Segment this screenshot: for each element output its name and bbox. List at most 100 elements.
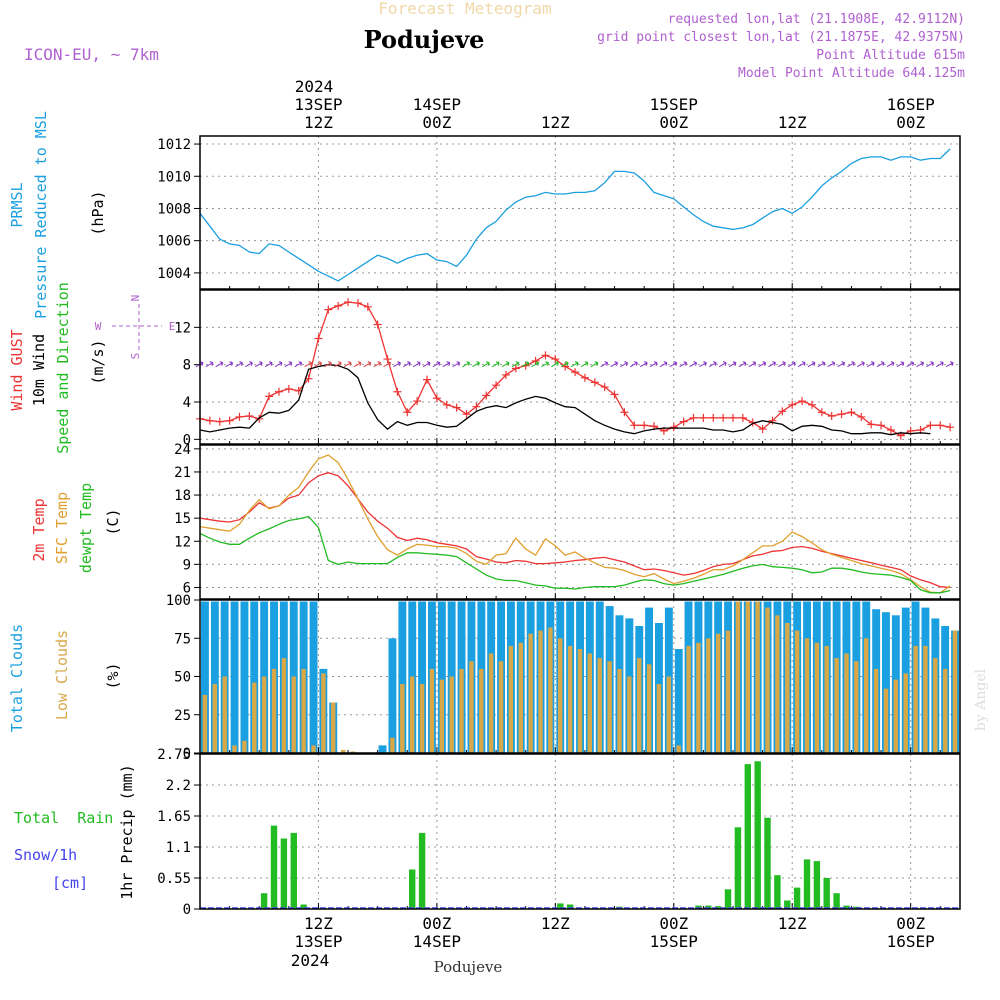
bar-low-clouds: [202, 694, 208, 753]
wind-direction-arrow-icon: [501, 361, 510, 368]
y-tick-label: 18: [174, 488, 191, 504]
bottom-year-label: 2024: [291, 951, 330, 970]
wind-direction-arrow-icon: [452, 361, 461, 368]
wind-direction-arrow-icon: [876, 361, 885, 368]
bar-low-clouds: [656, 684, 662, 753]
gust-point-marker: [857, 412, 866, 421]
bar-total-clouds: [437, 601, 446, 753]
bar-total-rain: [823, 878, 830, 909]
gust-point-marker: [235, 412, 244, 421]
bar-low-clouds: [794, 630, 800, 753]
bottom-time-label: 12Z: [304, 914, 333, 933]
bar-total-rain: [744, 764, 751, 909]
bar-low-clouds: [459, 668, 464, 753]
rain-label: Total Rain: [14, 809, 113, 827]
y-tick-label: 0: [183, 432, 191, 448]
gust-point-marker: [926, 421, 935, 430]
bar-low-clouds: [775, 615, 780, 753]
wind-direction-arrow-icon: [314, 361, 322, 368]
gust-point-marker: [719, 413, 728, 422]
y-tick-label: 2.75: [157, 747, 191, 763]
series-line-dewpt-temp: [199, 515, 951, 594]
y-tick-label: 0: [183, 746, 191, 762]
model-label: ICON-EU, ~ 7km: [24, 45, 159, 64]
gust-point-marker: [936, 421, 945, 430]
wind-direction-arrow-icon: [896, 361, 905, 368]
wind-direction-arrow-icon: [857, 361, 865, 368]
bar-low-clouds: [834, 658, 839, 753]
bottom-time-label: 00Z: [422, 914, 451, 933]
gust-point-marker: [482, 391, 491, 400]
wind-direction-arrow-icon: [886, 361, 895, 368]
wind-direction-arrow-icon: [659, 361, 668, 368]
panel-clouds: [194, 599, 961, 754]
series-line-2m-temp: [199, 472, 951, 589]
bar-total-clouds: [309, 601, 318, 753]
gust-point-marker: [669, 423, 678, 432]
wind-direction-arrow-icon: [373, 361, 382, 368]
compass-rose-icon: N W E S: [95, 295, 176, 360]
y-tick-label: 100: [166, 593, 191, 609]
wind-direction-arrow-icon: [807, 361, 816, 368]
gust-point-marker: [363, 302, 372, 311]
bar-total-rain: [270, 825, 278, 909]
gust-point-marker: [728, 413, 737, 422]
bar-low-clouds: [716, 633, 721, 753]
bar-low-clouds: [488, 653, 494, 753]
top-time-label: 12Z: [304, 113, 333, 132]
bar-low-clouds: [755, 601, 760, 753]
bar-low-clouds: [410, 676, 415, 753]
bar-low-clouds: [390, 737, 395, 753]
bar-total-clouds: [418, 601, 426, 753]
bar-total-clouds: [240, 601, 249, 753]
wind-direction-arrow-icon: [215, 361, 224, 368]
gust-point-marker: [778, 407, 787, 416]
bar-low-clouds: [952, 630, 958, 753]
wind-direction-arrow-icon: [353, 361, 362, 368]
bar-low-clouds: [212, 684, 217, 753]
pressure-label-msl: Pressure Reduced to MSL: [32, 111, 50, 319]
wind-direction-arrow-icon: [333, 361, 342, 368]
gust-point-marker: [798, 397, 807, 406]
wind-direction-arrow-icon: [551, 361, 559, 368]
precip-unit-label: 1hr Precip (mm): [118, 764, 136, 899]
wind-direction-arrow-icon: [472, 361, 480, 368]
bar-low-clouds: [883, 688, 889, 753]
bar-total-rain: [418, 832, 426, 909]
wind-direction-arrow-icon: [225, 361, 234, 368]
wind-direction-arrow-icon: [935, 361, 944, 368]
gust-point-marker: [758, 425, 767, 434]
bar-total-clouds: [201, 601, 209, 753]
gust-point-marker: [531, 356, 540, 365]
gust-point-marker: [847, 408, 856, 417]
top-date-label: 14SEP: [413, 95, 461, 114]
wind-direction-arrow-icon: [768, 361, 776, 368]
wind-direction-arrow-icon: [669, 361, 678, 368]
bottom-date-label: 15SEP: [650, 932, 698, 951]
gust-point-marker: [571, 368, 580, 377]
wind-direction-arrow-icon: [610, 361, 619, 368]
gust-point-marker: [413, 397, 422, 406]
bar-total-rain: [734, 827, 742, 909]
gust-point-marker: [274, 387, 283, 396]
wind-direction-arrow-icon: [600, 361, 609, 368]
panel-frame: [199, 135, 961, 290]
bar-low-clouds: [943, 668, 948, 753]
bar-total-rain: [843, 905, 850, 909]
wind-direction-arrow-icon: [758, 361, 767, 368]
y-tick-label: 25: [174, 708, 191, 724]
gust-point-marker: [373, 320, 382, 329]
bar-low-clouds: [301, 668, 306, 753]
panel-frame: [199, 444, 961, 600]
y-tick-label: 0.55: [157, 871, 191, 887]
wind-direction-arrow-icon: [254, 361, 263, 368]
wind-direction-arrow-icon: [787, 361, 796, 368]
wind-direction-arrow-icon: [264, 361, 273, 368]
wind-direction-arrow-icon: [205, 361, 214, 368]
y-tick-label: 12: [174, 320, 191, 336]
bar-low-clouds: [646, 664, 652, 753]
model-altitude: Model Point Altitude 644.125m: [738, 66, 965, 81]
wind-direction-arrow-icon: [847, 361, 855, 368]
bar-low-clouds: [498, 661, 504, 753]
gust-point-marker: [837, 410, 846, 419]
